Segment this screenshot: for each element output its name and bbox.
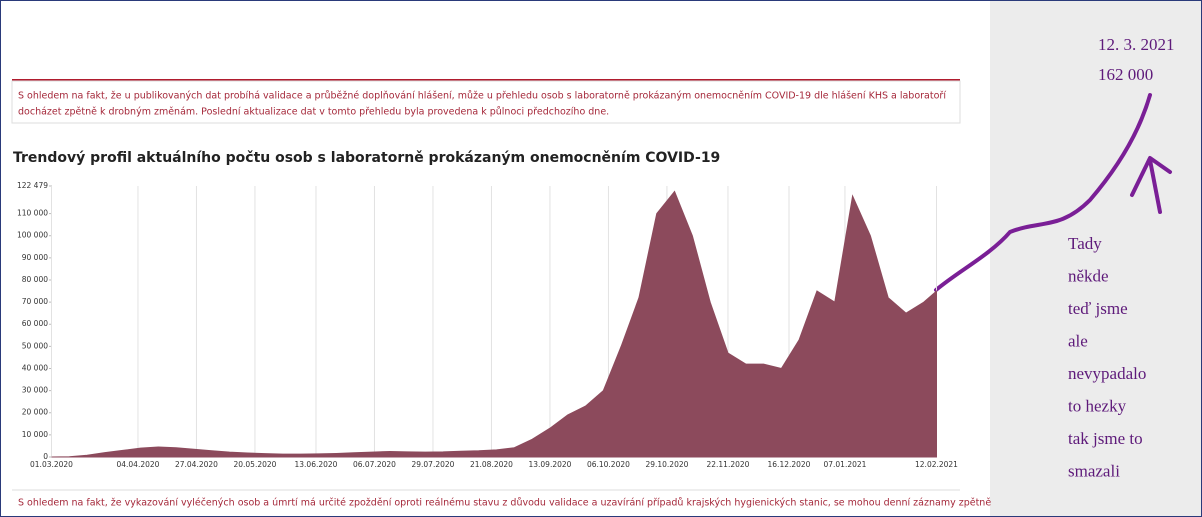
annotation-line: smazali [1068,461,1120,480]
y-tick-label: 70 000 [22,297,48,306]
area [51,190,937,458]
x-tick-label: 13.09.2020 [528,460,571,469]
annotation-value: 162 000 [1098,65,1153,84]
x-tick-label: 29.10.2020 [645,460,688,469]
y-tick-label: 20 000 [22,408,48,417]
x-tick-label: 13.06.2020 [295,460,338,469]
y-tick-label: 50 000 [22,341,48,350]
annotation-line: teď jsme [1068,299,1128,318]
annotation-line: tak jsme to [1068,429,1143,448]
chart-title: Trendový profil aktuálního počtu osob s … [13,150,720,166]
notice-text: S ohledem na fakt, že vykazování vyléčen… [18,498,991,509]
x-tick-label: 29.07.2020 [411,460,454,469]
x-tick-label: 01.03.2020 [30,460,73,469]
annotation-date: 12. 3. 2021 [1098,35,1175,54]
y-tick-label: 100 000 [17,231,48,240]
x-tick-label: 16.12.2020 [768,460,811,469]
x-tick-label: 27.04.2020 [175,460,218,469]
y-tick-label: 90 000 [22,253,48,262]
annotation-note: Tady někde teď jsme ale nevypadalo to hezky ta… [1068,234,1146,481]
y-tick-label: 110 000 [17,209,48,218]
x-tick-label: 20.05.2020 [233,460,276,469]
notice-text: S ohledem na fakt, že u publikovaných da… [18,91,946,102]
annotation-line: to hezky [1068,396,1127,415]
x-tick-label: 06.07.2020 [353,460,396,469]
annotation-line: někde [1068,266,1109,285]
notice-text: docházet zpětně k drobným změnám. Posled… [18,107,609,118]
x-tick-label: 04.04.2020 [116,460,159,469]
annotation-line: Tady [1068,234,1102,253]
y-tick-label: 40 000 [22,363,48,372]
annotation-line: ale [1068,331,1088,350]
x-tick-label: 21.08.2020 [470,460,513,469]
x-tick-label: 12.02.2021 [915,460,958,469]
notice-box [11,80,961,124]
y-tick-label: 122 479 [17,181,48,190]
x-tick-label: 06.10.2020 [587,460,630,469]
y-tick-label: 30 000 [22,386,48,395]
y-tick-label: 80 000 [22,275,48,284]
annotation-line: nevypadalo [1068,364,1146,383]
annotation-arrow [1130,156,1172,214]
x-tick-label: 07.01.2021 [823,460,866,469]
y-tick-label: 0 [43,452,48,461]
y-tick-label: 10 000 [22,430,48,439]
chart: 0 10 000 20 000 30 000 40 000 50 000 60 000 70 … [17,181,958,469]
side-panel [990,0,1202,517]
annotation-curve [934,93,1152,292]
x-tick-label: 22.11.2020 [706,460,749,469]
y-tick-label: 60 000 [22,319,48,328]
